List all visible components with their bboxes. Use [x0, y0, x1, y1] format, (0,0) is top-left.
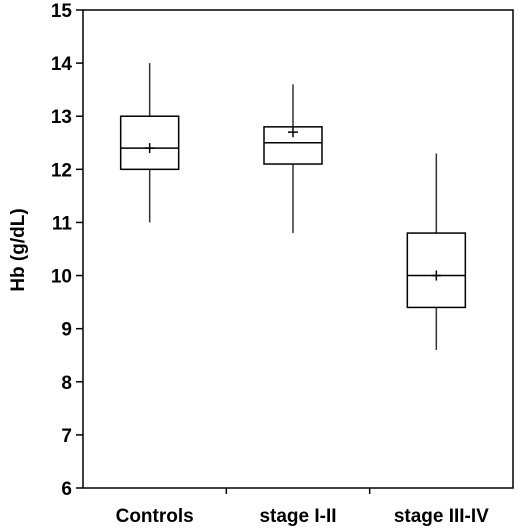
box-group	[406, 153, 467, 350]
y-tick-label: 8	[61, 373, 72, 394]
box-group	[119, 63, 180, 223]
y-tick-label: 13	[51, 107, 72, 128]
x-axis-ticks: Controls stage I-II stage III-IV	[116, 488, 489, 527]
box-group	[263, 84, 323, 234]
y-tick-label: 9	[61, 320, 72, 341]
x-category-label: stage III-IV	[394, 506, 489, 527]
box-iqr	[406, 232, 467, 309]
y-tick-label: 10	[51, 267, 72, 288]
x-category-label: stage I-II	[259, 506, 336, 527]
plot-frame	[82, 9, 514, 489]
axes	[82, 9, 514, 489]
boxes	[119, 63, 467, 350]
y-tick-label: 7	[61, 426, 72, 447]
x-category-label: Controls	[116, 506, 194, 527]
y-tick-label: 6	[61, 479, 72, 500]
y-axis-ticks: 6 7 8 9 10 11 12 13 14 15	[51, 1, 83, 500]
y-tick-label: 12	[51, 160, 72, 181]
y-tick-label: 14	[51, 54, 73, 75]
y-tick-label: 11	[52, 213, 73, 234]
y-tick-label: 15	[51, 1, 73, 22]
y-axis-label: Hb (g/dL)	[8, 208, 29, 291]
box-iqr	[119, 115, 180, 171]
